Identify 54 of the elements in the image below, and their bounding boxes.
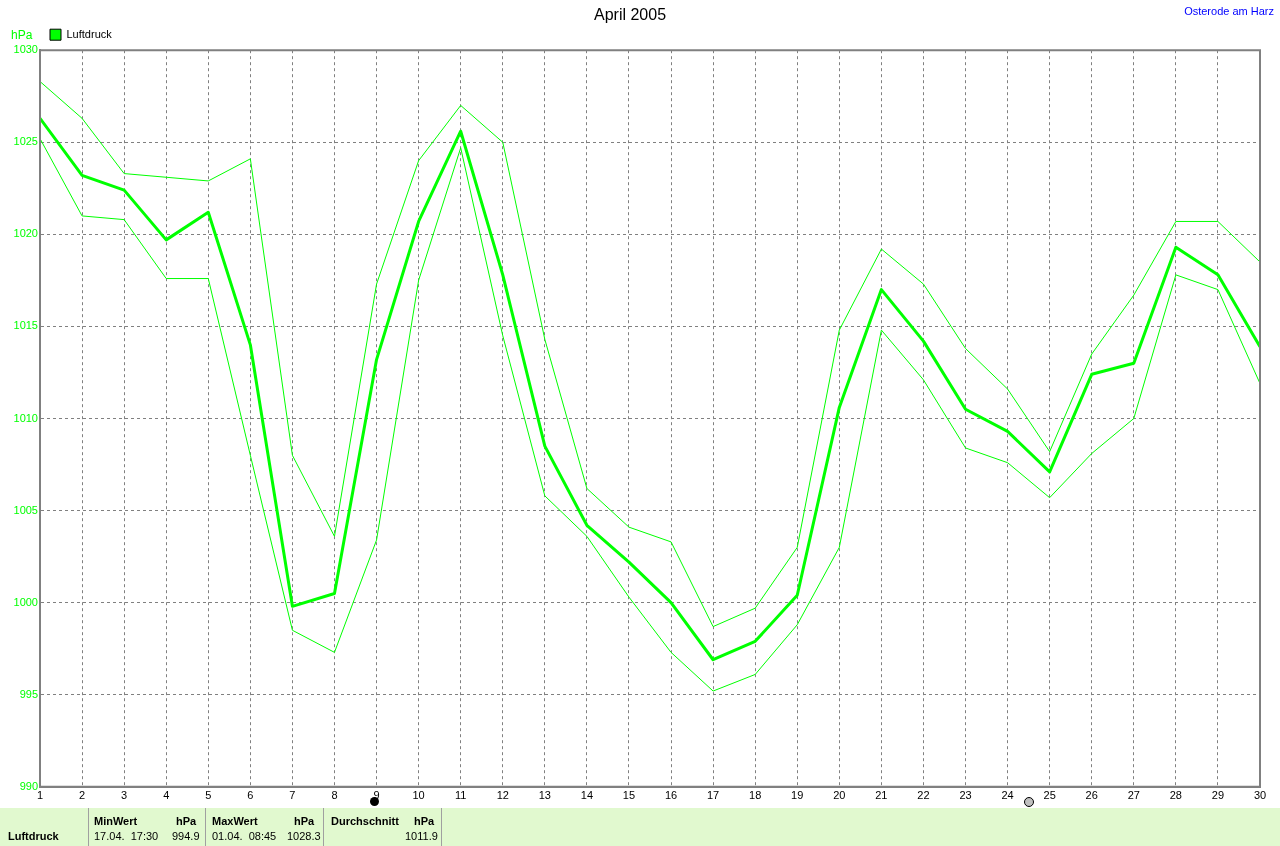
- text: MaxWert: [212, 815, 258, 827]
- y-tick-label: 1020: [13, 227, 38, 240]
- x-tick-label: 24: [1001, 789, 1014, 802]
- x-tick-label: 27: [1127, 789, 1140, 802]
- x-tick-label: 10: [412, 789, 425, 802]
- x-tick-label: 17: [706, 789, 720, 802]
- x-tick-label: 2: [79, 789, 86, 802]
- text: Osterode am Harz: [1184, 5, 1274, 17]
- x-tick-label: 15: [622, 789, 636, 802]
- x-tick-label: 21: [875, 789, 888, 802]
- y-tick-label: 1010: [13, 411, 38, 424]
- legend-label: Luftdruck: [66, 27, 113, 40]
- x-tick-label: 6: [247, 789, 254, 802]
- x-tick-label: 30: [1253, 789, 1267, 802]
- text: 01.04. 08:45: [212, 830, 277, 842]
- y-axis-title: hPa: [11, 27, 33, 42]
- y-tick-label: 1015: [13, 319, 38, 332]
- text: MinWert: [94, 815, 138, 827]
- text: 1028.3: [287, 830, 321, 842]
- x-tick-label: 12: [496, 789, 509, 802]
- x-tick-label: 3: [121, 789, 128, 802]
- x-tick-label: 28: [1169, 789, 1182, 802]
- x-tick-label: 14: [580, 789, 594, 802]
- x-tick-label: 7: [289, 789, 296, 802]
- text: hPa: [414, 815, 435, 827]
- x-tick-label: 1: [36, 789, 44, 802]
- x-tick-label: 19: [791, 789, 804, 802]
- x-tick-label: 18: [749, 789, 762, 802]
- x-tick-label: 16: [664, 789, 678, 802]
- x-tick-label: 11: [454, 789, 467, 802]
- text: 994.9: [172, 830, 200, 842]
- y-tick-label: 990: [19, 779, 38, 792]
- y-tick-label: 1000: [13, 595, 38, 608]
- text: Durchschnitt: [331, 815, 399, 827]
- text: hPa: [176, 815, 197, 827]
- text: hPa: [294, 815, 315, 827]
- x-tick-label: 23: [959, 789, 972, 802]
- x-tick-label: 13: [538, 789, 551, 802]
- x-tick-label: 20: [833, 789, 846, 802]
- y-tick-label: 1025: [13, 135, 38, 148]
- text: 1011.9: [405, 830, 438, 842]
- y-tick-label: 1030: [13, 43, 38, 56]
- y-tick-label: 995: [19, 687, 38, 700]
- chart-title: April 2005: [593, 6, 667, 24]
- x-tick-label: 29: [1211, 789, 1225, 802]
- x-tick-label: 8: [331, 789, 338, 802]
- y-tick-label: 1005: [13, 503, 38, 516]
- x-tick-label: 5: [205, 789, 212, 802]
- x-tick-label: 26: [1085, 789, 1098, 802]
- x-tick-label: 4: [163, 789, 170, 802]
- x-tick-label: 22: [917, 789, 930, 802]
- text: 17.04. 17:30: [94, 830, 159, 842]
- text: Luftdruck: [8, 830, 59, 842]
- x-tick-label: 25: [1043, 789, 1056, 802]
